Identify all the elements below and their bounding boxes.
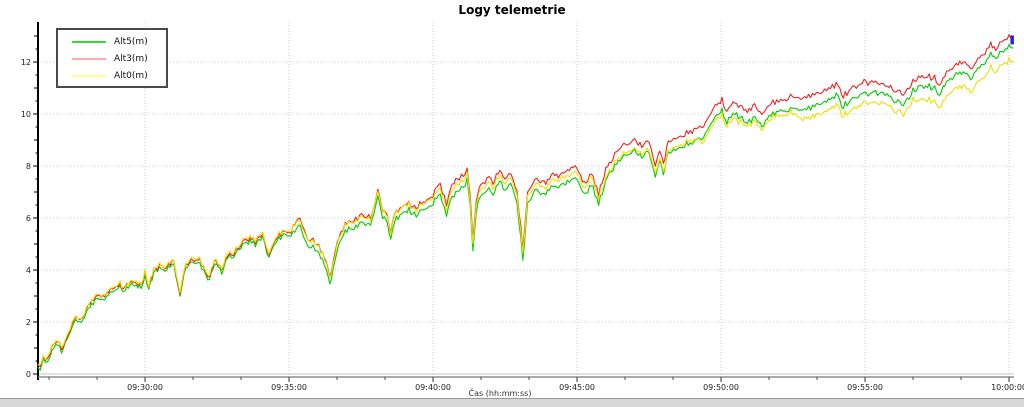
svg-text:8: 8 — [26, 162, 31, 171]
svg-text:4: 4 — [26, 266, 31, 275]
svg-text:09:35:00: 09:35:00 — [271, 383, 307, 392]
svg-text:2: 2 — [26, 318, 31, 327]
bottom-window-edge — [0, 398, 1024, 407]
svg-text:09:45:00: 09:45:00 — [559, 383, 595, 392]
x-axis-label: Čas (hh:mm:ss) — [468, 389, 532, 398]
svg-text:6: 6 — [26, 214, 31, 223]
svg-text:09:30:00: 09:30:00 — [127, 383, 163, 392]
svg-text:09:40:00: 09:40:00 — [415, 383, 451, 392]
svg-text:09:50:00: 09:50:00 — [703, 383, 739, 392]
alt5-line-sample-icon — [72, 40, 106, 43]
svg-text:10:00:00: 10:00:00 — [991, 383, 1024, 392]
legend-label-alt5: Alt5(m) — [114, 36, 148, 47]
svg-text:09:55:00: 09:55:00 — [847, 383, 883, 392]
legend-item-alt0: Alt0(m) — [58, 67, 166, 84]
chart-title: Logy telemetrie — [458, 3, 566, 17]
alt0-line-sample-icon — [72, 74, 106, 77]
svg-text:10: 10 — [21, 110, 31, 119]
legend: Alt5(m) Alt3(m) Alt0(m) — [56, 28, 168, 88]
legend-label-alt0: Alt0(m) — [114, 70, 148, 81]
alt3-line-sample-icon — [72, 57, 106, 60]
legend-item-alt5: Alt5(m) — [58, 33, 166, 50]
legend-label-alt3: Alt3(m) — [114, 53, 148, 64]
svg-text:12: 12 — [21, 58, 31, 67]
legend-item-alt3: Alt3(m) — [58, 50, 166, 67]
svg-text:0: 0 — [26, 370, 31, 379]
